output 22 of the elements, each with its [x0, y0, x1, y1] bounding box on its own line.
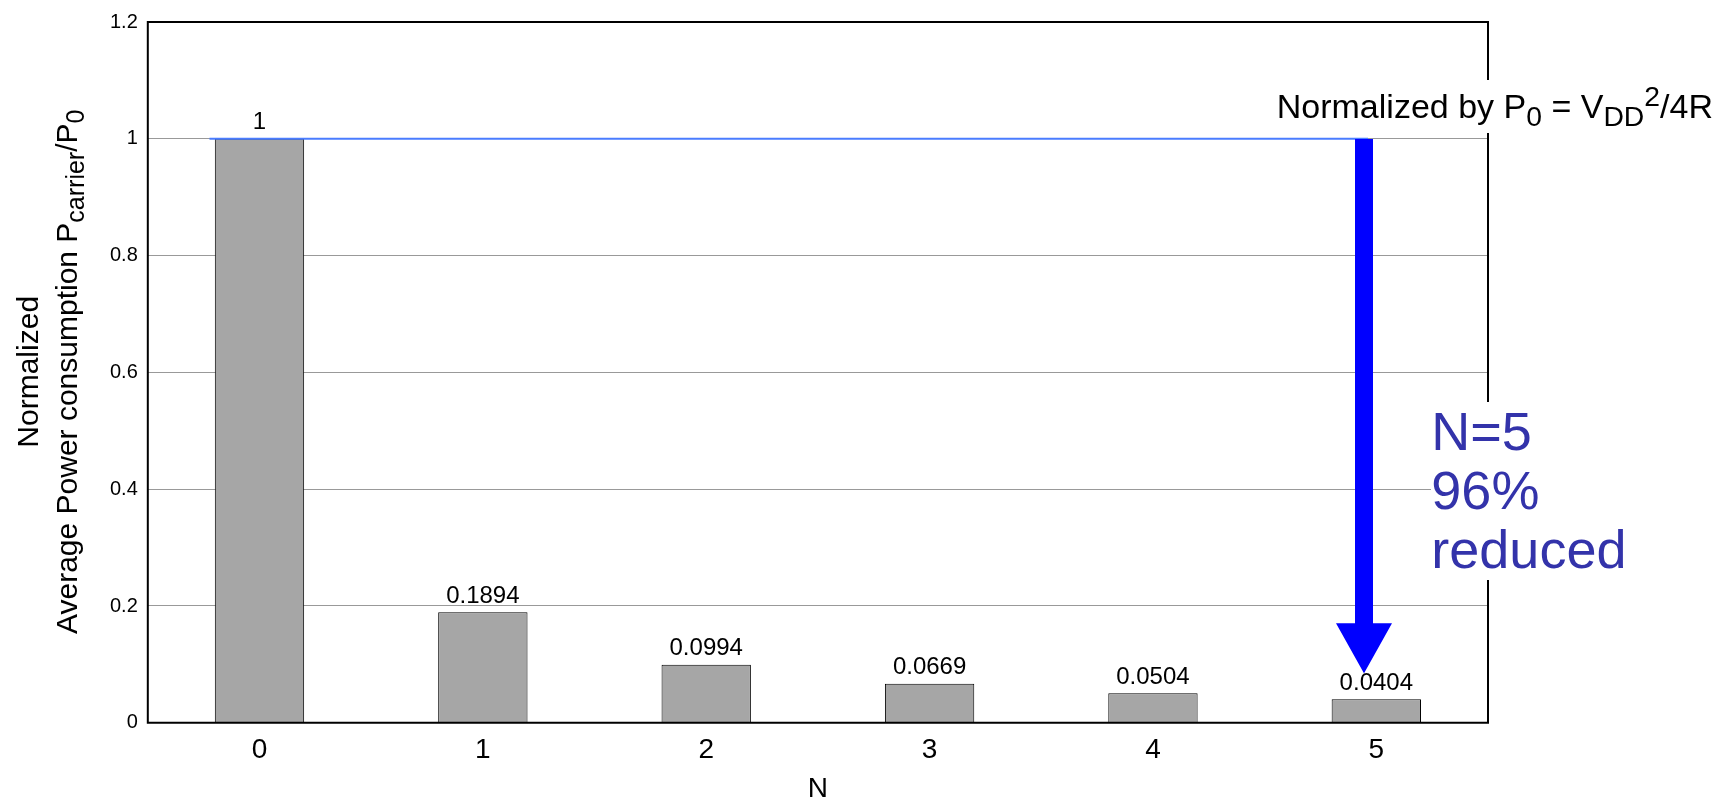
x-tick-label: 0: [251, 733, 268, 765]
y-tick-label: 0.6: [109, 359, 138, 382]
y-tick-label: 1.2: [109, 9, 138, 32]
data-label: 0.0994: [669, 633, 743, 661]
y-tick-label: 1: [126, 126, 138, 149]
y-tick-label: 0.4: [109, 476, 138, 499]
y-tick-label: 0.2: [109, 593, 138, 616]
data-label: 0.0404: [1339, 667, 1414, 695]
annotation: N=5 96% reduced: [1431, 400, 1627, 580]
x-tick-label: 2: [698, 733, 715, 765]
data-label: 0.1894: [446, 580, 520, 608]
data-label: 0.0669: [892, 652, 967, 680]
annotation: Normalized by P$_{0}$ = V$_{DD}$$^{2}$/4R: [1276, 79, 1713, 133]
y-tick-label: 0.8: [109, 243, 138, 266]
x-tick-label: 4: [1145, 733, 1161, 765]
x-tick-label: 3: [921, 733, 938, 765]
data-label: 1: [252, 107, 267, 135]
data-label: 0.0504: [1116, 661, 1190, 689]
x-axis-title: N: [807, 771, 829, 803]
y-tick-label: 0: [126, 710, 138, 733]
x-tick-label: 1: [475, 733, 491, 765]
x-tick-label: 5: [1368, 733, 1385, 765]
